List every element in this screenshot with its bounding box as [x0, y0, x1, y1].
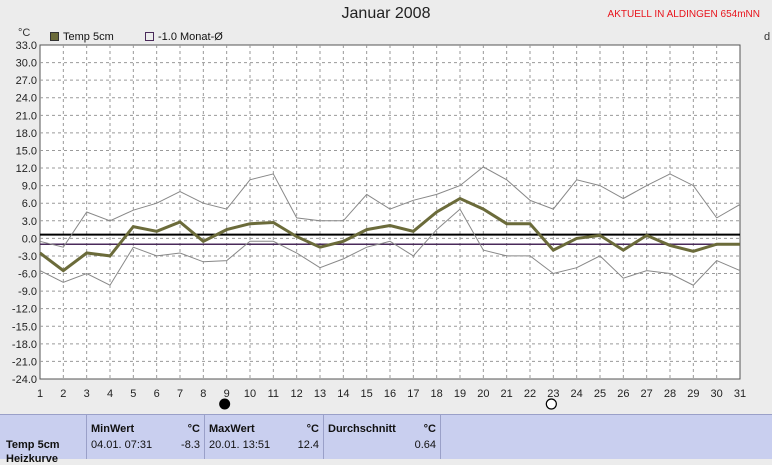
x-tick-label: 15 — [361, 388, 373, 400]
x-tick-label: 5 — [130, 388, 136, 400]
min-label: MinWert — [91, 423, 135, 435]
y-tick-label: 9.0 — [22, 181, 37, 193]
x-tick-label: 26 — [617, 388, 629, 400]
y-tick-label: -12.0 — [12, 304, 37, 316]
y-tick-label: 3.0 — [22, 216, 37, 228]
avg-unit: °C — [423, 423, 436, 435]
y-tick-label: 18.0 — [16, 128, 37, 140]
x-tick-label: 3 — [84, 388, 90, 400]
x-tick-label: 22 — [524, 388, 536, 400]
y-tick-label: -15.0 — [12, 321, 37, 333]
series-line-temp-5cm — [39, 196, 740, 273]
stats-empty-cell — [441, 415, 772, 459]
max-label: MaxWert — [209, 423, 255, 435]
new-moon-icon — [219, 398, 231, 410]
x-tick-label: 20 — [477, 388, 489, 400]
series-line-min — [39, 208, 741, 286]
avg-label: Durchschnitt — [328, 423, 396, 435]
max-unit: °C — [306, 423, 319, 435]
x-tick-label: 6 — [154, 388, 160, 400]
legend-item-temp: Temp 5cm — [50, 31, 114, 43]
x-tick-label: 28 — [664, 388, 676, 400]
legend-item-monthly-avg: -1.0 Monat-Ø — [145, 31, 223, 43]
stats-series-label-2: Heizkurve — [6, 453, 58, 465]
y-tick-label: 21.0 — [16, 110, 37, 122]
x-tick-label: 1 — [37, 388, 43, 400]
y-tick-labels: 33.0 30.0 27.0 24.0 21.0 18.0 15.0 12.0 9.0 6.0 3.… — [12, 40, 37, 386]
x-tick-label: 9 — [224, 388, 230, 400]
legend-label-temp: Temp 5cm — [63, 31, 114, 43]
stats-series-cell: Temp 5cm Heizkurve — [0, 415, 87, 465]
x-tick-label: 17 — [407, 388, 419, 400]
stats-max-cell: MaxWert °C 20.01. 13:51 12.4 — [205, 415, 324, 459]
y-tick-label: 24.0 — [16, 93, 37, 105]
series-line-max — [39, 166, 741, 248]
full-moon-icon — [545, 398, 557, 410]
x-tick-label: 31 — [734, 388, 746, 400]
x-tick-label: 12 — [291, 388, 303, 400]
y-tick-label: 0.0 — [22, 233, 37, 245]
chart-title: Januar 2008 — [341, 5, 431, 22]
x-tick-label: 4 — [107, 388, 113, 400]
x-tick-label: 8 — [200, 388, 206, 400]
x-tick-label: 10 — [244, 388, 256, 400]
stats-min-cell: MinWert °C 04.01. 07:31 -8.3 — [87, 415, 205, 459]
y-tick-label: -24.0 — [12, 374, 37, 386]
x-tick-label: 30 — [711, 388, 723, 400]
stats-avg-cell: Durchschnitt °C 0.64 — [324, 415, 441, 459]
y-tick-label: -9.0 — [18, 286, 37, 298]
x-tick-label: 14 — [337, 388, 349, 400]
x-tick-label: 23 — [547, 388, 559, 400]
moon-markers — [219, 398, 557, 410]
min-value: -8.3 — [181, 439, 200, 451]
max-value: 12.4 — [297, 439, 319, 451]
y-tick-label: 6.0 — [22, 198, 37, 210]
y-tick-label: 15.0 — [16, 145, 37, 157]
series-lines — [39, 166, 741, 286]
y-tick-label: 27.0 — [16, 75, 37, 87]
y-tick-label: -18.0 — [12, 339, 37, 351]
x-tick-label: 21 — [501, 388, 513, 400]
y-tick-label: 33.0 — [16, 40, 37, 52]
x-tick-label: 24 — [571, 388, 583, 400]
x-tick-label: 13 — [314, 388, 326, 400]
legend-swatch-monthly-avg — [145, 32, 154, 41]
legend-swatch-temp — [50, 32, 59, 41]
y-tick-label: 12.0 — [16, 163, 37, 175]
avg-value: 0.64 — [414, 439, 436, 451]
max-date: 20.01. 13:51 — [209, 439, 271, 451]
x-tick-label: 18 — [431, 388, 443, 400]
y-tick-label: -21.0 — [12, 356, 37, 368]
stats-series-label: Temp 5cm — [6, 439, 60, 451]
min-date: 04.01. 07:31 — [91, 439, 153, 451]
x-tick-labels: 1 2 3 4 5 6 7 8 9 10 11 12 13 14 15 16 17 18 19 20 21 22 23 24 2… — [37, 388, 746, 400]
station-label: AKTUELL IN ALDINGEN 654mNN — [607, 9, 760, 20]
reference-lines — [40, 233, 740, 245]
y-tick-label: 30.0 — [16, 58, 37, 70]
legend-label-monthly-avg: -1.0 Monat-Ø — [158, 31, 223, 43]
x-tick-label: 11 — [268, 388, 279, 400]
x-tick-label: 27 — [641, 388, 653, 400]
x-tick-label: 25 — [594, 388, 606, 400]
statistics-panel: Temp 5cm Heizkurve MinWert °C 04.01. 07:… — [0, 414, 772, 465]
min-unit: °C — [187, 423, 200, 435]
x-tick-label: 19 — [454, 388, 466, 400]
right-edge-label: d — [764, 31, 771, 43]
x-tick-label: 29 — [687, 388, 699, 400]
x-tick-label: 2 — [60, 388, 66, 400]
y-tick-label: -6.0 — [18, 269, 37, 281]
x-tick-label: 16 — [384, 388, 396, 400]
y-tick-label: -3.0 — [18, 251, 37, 263]
y-unit-label: °C — [18, 27, 31, 39]
x-tick-label: 7 — [177, 388, 183, 400]
